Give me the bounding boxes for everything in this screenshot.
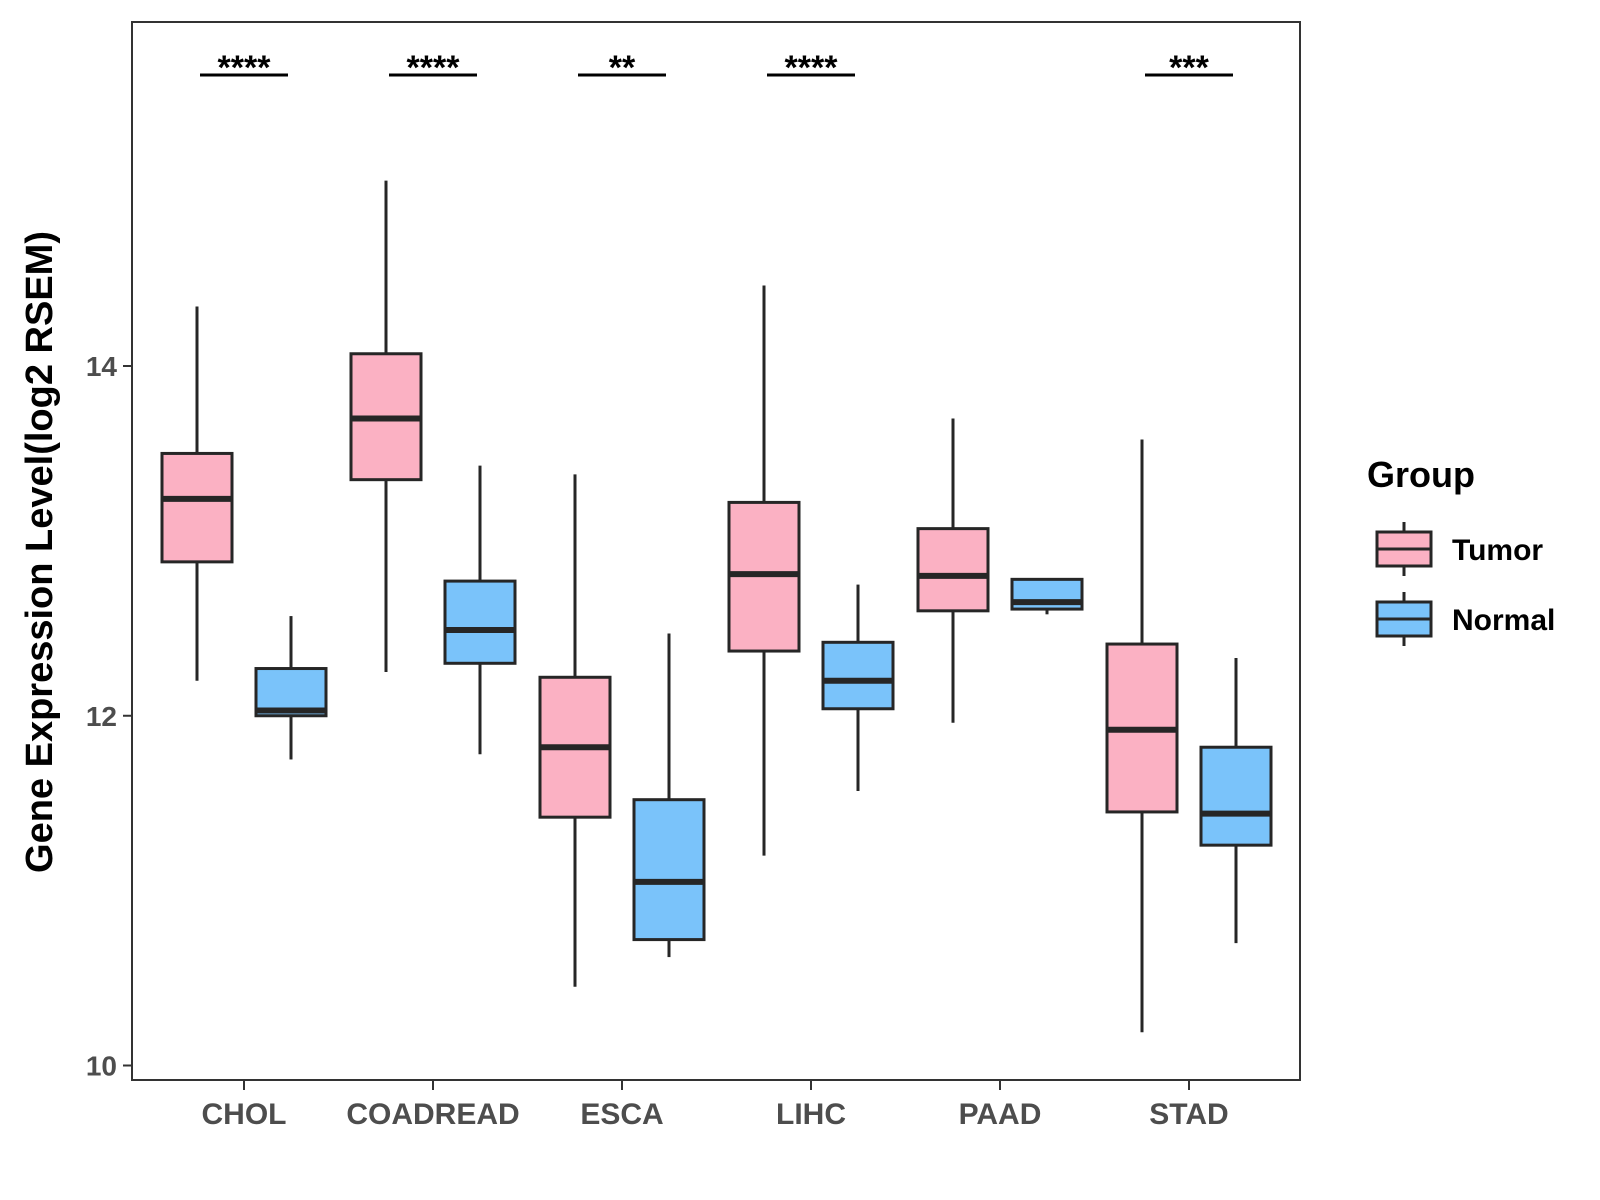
significance-label: ** xyxy=(609,49,636,87)
legend-item-normal: Normal xyxy=(1375,592,1555,646)
box-tumor-chol xyxy=(160,306,234,681)
x-tick-label: COADREAD xyxy=(346,1098,519,1131)
x-tick-label: PAAD xyxy=(959,1098,1042,1131)
box-body xyxy=(821,640,895,711)
box-body xyxy=(632,798,706,942)
box-normal-esca xyxy=(632,633,706,958)
box-tumor-esca xyxy=(538,474,612,987)
y-axis: 10 12 14 xyxy=(86,351,132,1082)
boxes-layer xyxy=(160,180,1273,1033)
plot-panel-border xyxy=(131,21,1301,1081)
significance-label: **** xyxy=(407,49,461,87)
y-axis-label: Gene Expression Level(log2 RSEM) xyxy=(19,231,61,873)
legend-label: Tumor xyxy=(1452,534,1543,567)
significance-label: **** xyxy=(218,49,272,87)
legend: Group Tumor Normal xyxy=(1367,454,1555,646)
legend-title: Group xyxy=(1367,454,1475,495)
box-normal-paad xyxy=(1010,577,1084,615)
box-tumor-stad xyxy=(1105,439,1179,1033)
box-tumor-coadread xyxy=(349,180,423,673)
x-tick-label: CHOL xyxy=(202,1098,287,1131)
box-normal-coadread xyxy=(443,465,517,755)
box-tumor-paad xyxy=(916,418,990,723)
y-tick-label: 14 xyxy=(86,351,118,382)
y-tick-label: 10 xyxy=(86,1051,117,1082)
x-tick-label: STAD xyxy=(1149,1098,1228,1131)
plot-area xyxy=(131,21,1301,1081)
x-axis: CHOL COADREAD ESCA LIHC PAAD STAD xyxy=(202,1080,1229,1131)
box-body xyxy=(160,451,234,564)
box-normal-stad xyxy=(1199,658,1273,944)
x-tick-label: ESCA xyxy=(580,1098,663,1131)
box-body xyxy=(916,527,990,613)
x-tick-label: LIHC xyxy=(776,1098,846,1131)
y-tick-label: 12 xyxy=(86,701,117,732)
box-normal-chol xyxy=(254,616,328,760)
significance-label: **** xyxy=(785,49,839,87)
box-tumor-lihc xyxy=(727,285,801,856)
significance-label: *** xyxy=(1169,49,1209,87)
legend-item-tumor: Tumor xyxy=(1375,522,1543,576)
box-normal-lihc xyxy=(821,584,895,791)
box-body xyxy=(443,579,517,665)
box-body xyxy=(1199,745,1273,847)
significance-layer: **** **** ** **** *** xyxy=(200,49,1233,87)
legend-label: Normal xyxy=(1452,604,1555,637)
